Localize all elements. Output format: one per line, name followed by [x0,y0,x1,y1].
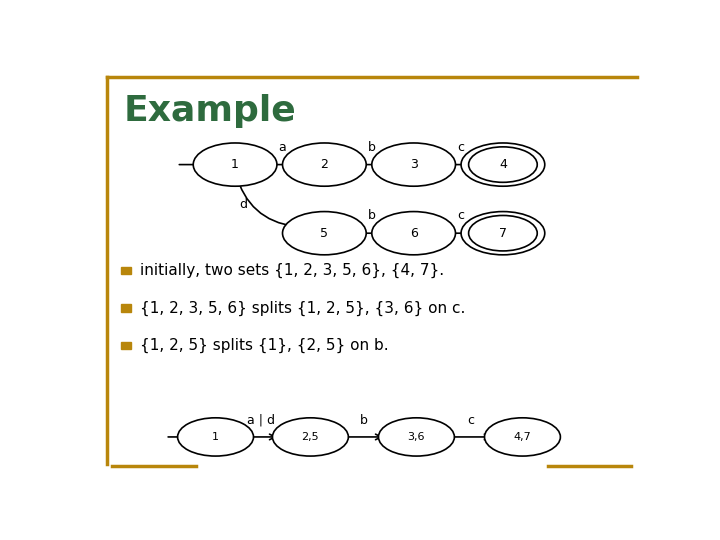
Text: 3: 3 [410,158,418,171]
Text: 4,7: 4,7 [513,432,531,442]
Text: a: a [279,141,287,154]
Text: 2,5: 2,5 [302,432,319,442]
Text: 5: 5 [320,227,328,240]
Ellipse shape [282,143,366,186]
Bar [121,305,131,312]
Ellipse shape [379,418,454,456]
Text: b: b [368,141,376,154]
Text: {1, 2, 3, 5, 6} splits {1, 2, 5}, {3, 6} on c.: {1, 2, 3, 5, 6} splits {1, 2, 5}, {3, 6}… [140,300,466,316]
Text: 1: 1 [231,158,239,171]
Ellipse shape [272,418,348,456]
Bar [121,342,131,349]
Text: d: d [240,198,248,211]
Ellipse shape [372,143,456,186]
Text: b: b [360,414,368,427]
Text: c: c [458,209,464,222]
Text: 4: 4 [499,158,507,171]
Text: 7: 7 [499,227,507,240]
Ellipse shape [282,212,366,255]
Text: 6: 6 [410,227,418,240]
Ellipse shape [193,143,277,186]
Text: c: c [458,141,464,154]
Ellipse shape [461,212,545,255]
Bar [121,267,131,274]
Ellipse shape [461,143,545,186]
Ellipse shape [372,212,456,255]
Text: {1, 2, 5} splits {1}, {2, 5} on b.: {1, 2, 5} splits {1}, {2, 5} on b. [140,338,389,353]
Text: 2: 2 [320,158,328,171]
Ellipse shape [485,418,560,456]
Text: 1: 1 [212,432,219,442]
Text: initially, two sets {1, 2, 3, 5, 6}, {4, 7}.: initially, two sets {1, 2, 3, 5, 6}, {4,… [140,263,444,278]
Text: a | d: a | d [247,414,275,427]
Text: 3,6: 3,6 [408,432,426,442]
Text: Example: Example [124,94,296,128]
Ellipse shape [178,418,253,456]
Text: c: c [467,414,474,427]
Text: b: b [368,209,376,222]
